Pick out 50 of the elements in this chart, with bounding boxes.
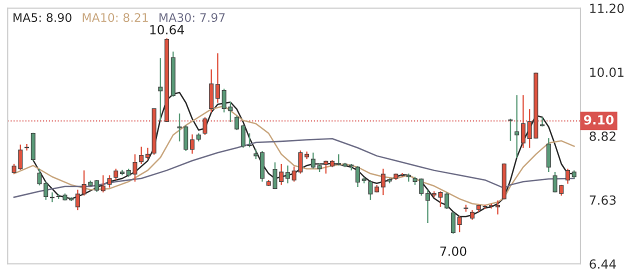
candlestick	[450, 211, 456, 234]
candlestick	[240, 124, 246, 148]
annotation: 7.00	[440, 246, 466, 256]
candlestick	[565, 168, 570, 184]
text: MA5: 8.90	[14, 13, 72, 22]
candlestick	[50, 192, 54, 203]
candlestick	[508, 118, 513, 142]
annotation: 10.64	[150, 24, 184, 34]
candlestick	[324, 160, 328, 174]
candlestick	[114, 168, 118, 181]
candlestick	[380, 168, 386, 196]
candlestick	[520, 94, 526, 148]
candlestick	[158, 57, 163, 122]
candlestick	[254, 148, 258, 160]
candlestick	[215, 52, 220, 104]
candlestick	[100, 174, 106, 194]
y-tick-label: 7.63	[590, 195, 616, 205]
candlestick	[279, 163, 284, 186]
candlestick	[285, 164, 290, 184]
candlestick	[368, 179, 373, 201]
candlestick	[400, 172, 405, 178]
y-tick-label: 8.82	[590, 131, 616, 141]
candlestick	[540, 116, 545, 127]
candlestick	[470, 210, 475, 220]
y-tick-label: 10.01	[590, 68, 624, 78]
candlestick	[24, 143, 30, 152]
candlestick	[406, 172, 411, 182]
candlestick	[145, 147, 150, 160]
candlestick	[107, 174, 112, 188]
y-tick-label: 11.20	[590, 4, 624, 14]
candlestick	[495, 200, 500, 216]
candlestick	[514, 94, 520, 159]
candlestick	[444, 192, 450, 210]
text: MA30: 7.97	[160, 13, 225, 22]
line-series	[13, 138, 575, 198]
candlestick	[190, 134, 195, 154]
text: MA10: 8.21	[82, 13, 148, 22]
candlestick	[94, 179, 100, 192]
candlestick	[425, 189, 430, 224]
candlestick	[546, 138, 551, 173]
y-tick-label: 6.44	[590, 259, 616, 269]
candlestick	[139, 146, 144, 165]
candlestick	[202, 116, 208, 136]
candlestick	[75, 189, 80, 211]
candlestick	[355, 165, 360, 188]
candlestick	[457, 215, 462, 233]
candlestick	[247, 132, 252, 148]
ref-line-label: 9.10	[584, 115, 614, 125]
candlestick	[310, 152, 316, 170]
candlestick	[234, 114, 240, 131]
